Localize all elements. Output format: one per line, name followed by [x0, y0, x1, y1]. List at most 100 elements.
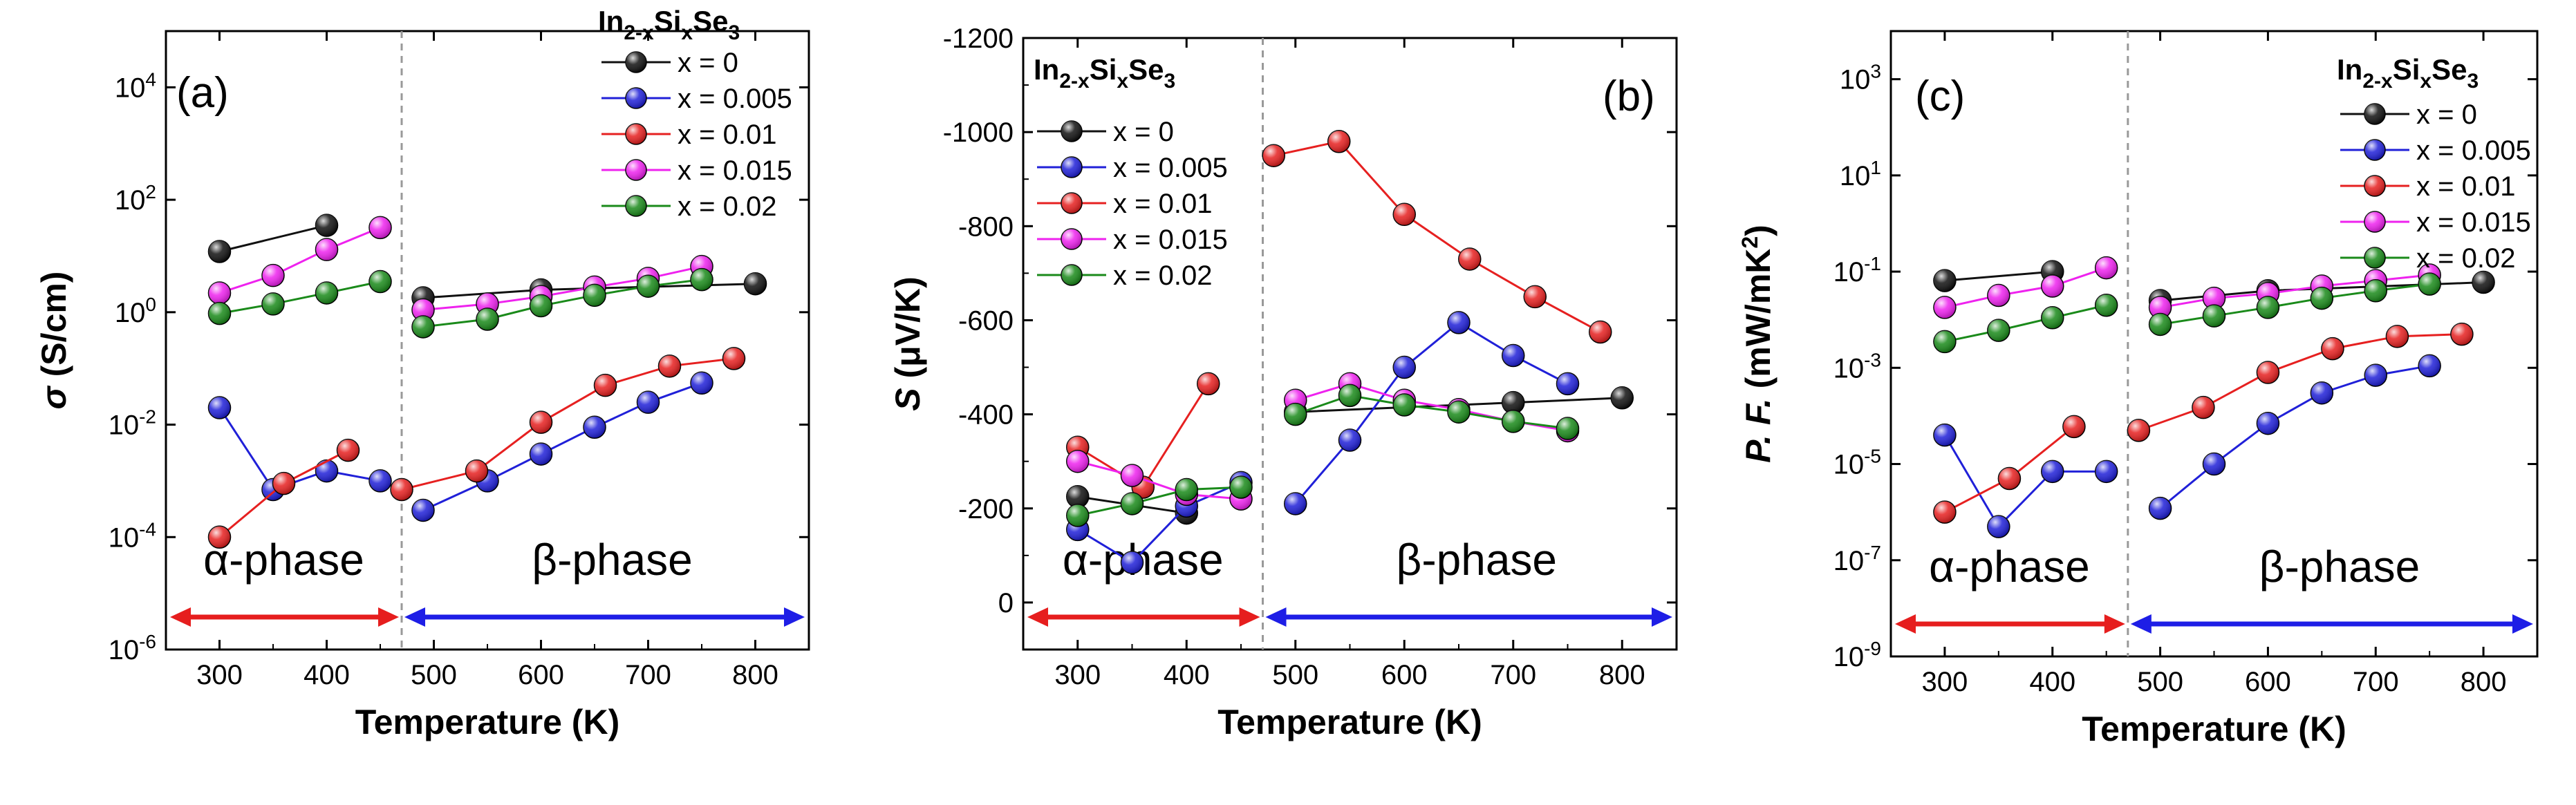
legend-marker-highlight — [626, 160, 646, 180]
data-point-highlight — [2257, 361, 2279, 384]
y-tick-label: 10-3 — [1833, 349, 1881, 383]
y-tick-label: -600 — [958, 305, 1014, 336]
data-point-highlight — [1327, 130, 1350, 153]
data-point-highlight — [208, 302, 231, 325]
legend-marker-highlight — [2364, 140, 2385, 160]
data-point-highlight — [369, 469, 391, 492]
y-tick-label: 104 — [115, 68, 156, 103]
legend-label: x = 0.02 — [2416, 243, 2515, 274]
data-point-highlight — [584, 284, 606, 307]
series-line — [422, 265, 702, 311]
x-axis-title: Temperature (K) — [2082, 710, 2346, 748]
data-point-highlight — [262, 292, 284, 315]
data-point-highlight — [1393, 356, 1416, 379]
chart-panel-b: 300 400 500 600 700 800 0 -200 -400 -600 -800 -1000… — [888, 23, 1678, 741]
data-point-highlight — [208, 240, 231, 263]
alpha-phase-arrow — [1027, 607, 1260, 627]
data-point-highlight — [1458, 247, 1481, 270]
y-tick-label: 10-4 — [109, 518, 156, 553]
data-point-highlight — [1589, 321, 1612, 343]
data-point-highlight — [476, 307, 498, 330]
data-point-highlight — [1556, 417, 1579, 440]
data-point-highlight — [637, 275, 660, 298]
x-tick-label: 700 — [2353, 667, 2399, 697]
arrow-head-right — [784, 607, 805, 627]
y-tick-label: 10-1 — [1833, 253, 1881, 287]
data-point-highlight — [2311, 381, 2333, 404]
legend-label: x = 0 — [1113, 117, 1174, 147]
legend-label: x = 0.015 — [2416, 207, 2531, 238]
legend-title: In2-xSixSe3 — [1034, 53, 1175, 93]
series-x-0-02 — [207, 267, 713, 339]
data-point-highlight — [369, 270, 391, 293]
data-point-highlight — [1933, 424, 1956, 446]
data-point-highlight — [2257, 412, 2279, 435]
data-point-highlight — [2149, 296, 2172, 319]
legend-marker-highlight — [2364, 211, 2385, 232]
arrow-head-right — [1239, 607, 1260, 627]
series-line — [219, 281, 381, 315]
data-point-highlight — [1175, 478, 1198, 501]
data-point-highlight — [1987, 284, 2010, 307]
data-point-highlight — [1262, 144, 1285, 167]
series-line — [2159, 364, 2430, 509]
alpha-phase-arrow — [170, 607, 399, 627]
y-axis-title: σ (S/cm) — [35, 272, 73, 410]
data-point-highlight — [2257, 296, 2279, 319]
x-tick-label: 400 — [2029, 667, 2075, 697]
data-point-highlight — [2311, 287, 2333, 310]
arrow-head-left — [1027, 607, 1048, 627]
legend-title: In2-xSixSe3 — [598, 5, 740, 44]
data-point-highlight — [208, 397, 231, 419]
arrow-head-right — [2512, 614, 2533, 634]
series-line — [1944, 267, 2107, 309]
legend-marker-highlight — [1061, 157, 1082, 178]
data-point-highlight — [2127, 419, 2150, 442]
data-point-highlight — [1556, 372, 1579, 395]
data-point-highlight — [2321, 337, 2344, 360]
data-point-highlight — [1121, 464, 1144, 487]
series-x-0-01 — [1066, 130, 1612, 499]
series-line — [1077, 460, 1242, 500]
data-point-highlight — [2418, 354, 2441, 377]
data-point-highlight — [1284, 492, 1307, 515]
data-point-highlight — [530, 294, 552, 317]
arrow-head-left — [1265, 607, 1287, 627]
data-point-highlight — [637, 391, 660, 414]
data-point-highlight — [1230, 476, 1252, 499]
data-point-highlight — [2364, 279, 2387, 302]
x-axis-title: Temperature (K) — [355, 703, 619, 741]
y-axis-title: P. F. (mW/mK2) — [1737, 225, 1777, 463]
legend-marker-highlight — [1061, 121, 1082, 142]
data-point-highlight — [691, 268, 713, 291]
legend-marker-highlight — [626, 196, 646, 216]
y-tick-label: 101 — [1840, 157, 1881, 191]
legend-label: x = 0.005 — [1113, 153, 1228, 183]
legend-label: x = 0.005 — [678, 84, 792, 114]
panel-label: (b) — [1603, 73, 1655, 120]
legend-label: x = 0.02 — [1113, 261, 1212, 291]
panel-label: (a) — [176, 69, 229, 117]
x-tick-label: 300 — [1054, 660, 1101, 690]
series-line — [422, 381, 702, 511]
data-point-highlight — [1611, 386, 1634, 409]
alpha-phase-label: α-phase — [203, 535, 364, 585]
legend-marker-highlight — [2364, 247, 2385, 268]
data-point-highlight — [2149, 497, 2172, 520]
series-line — [1295, 394, 1568, 430]
beta-phase-arrow — [404, 607, 805, 627]
x-tick-label: 500 — [411, 660, 457, 690]
data-point-highlight — [337, 439, 360, 462]
series-line — [1944, 270, 2053, 282]
series-x-0-01 — [207, 347, 746, 549]
y-tick-label: -1200 — [943, 23, 1014, 54]
beta-phase-label: β-phase — [532, 535, 693, 585]
x-tick-label: 800 — [2461, 667, 2507, 697]
data-point-highlight — [1933, 296, 1956, 319]
arrow-head-left — [1895, 614, 1916, 634]
data-point-highlight — [369, 216, 391, 239]
legend-label: x = 0 — [2416, 100, 2477, 130]
x-tick-label: 800 — [1599, 660, 1645, 690]
data-point-highlight — [1066, 504, 1089, 527]
data-point-highlight — [530, 443, 552, 466]
